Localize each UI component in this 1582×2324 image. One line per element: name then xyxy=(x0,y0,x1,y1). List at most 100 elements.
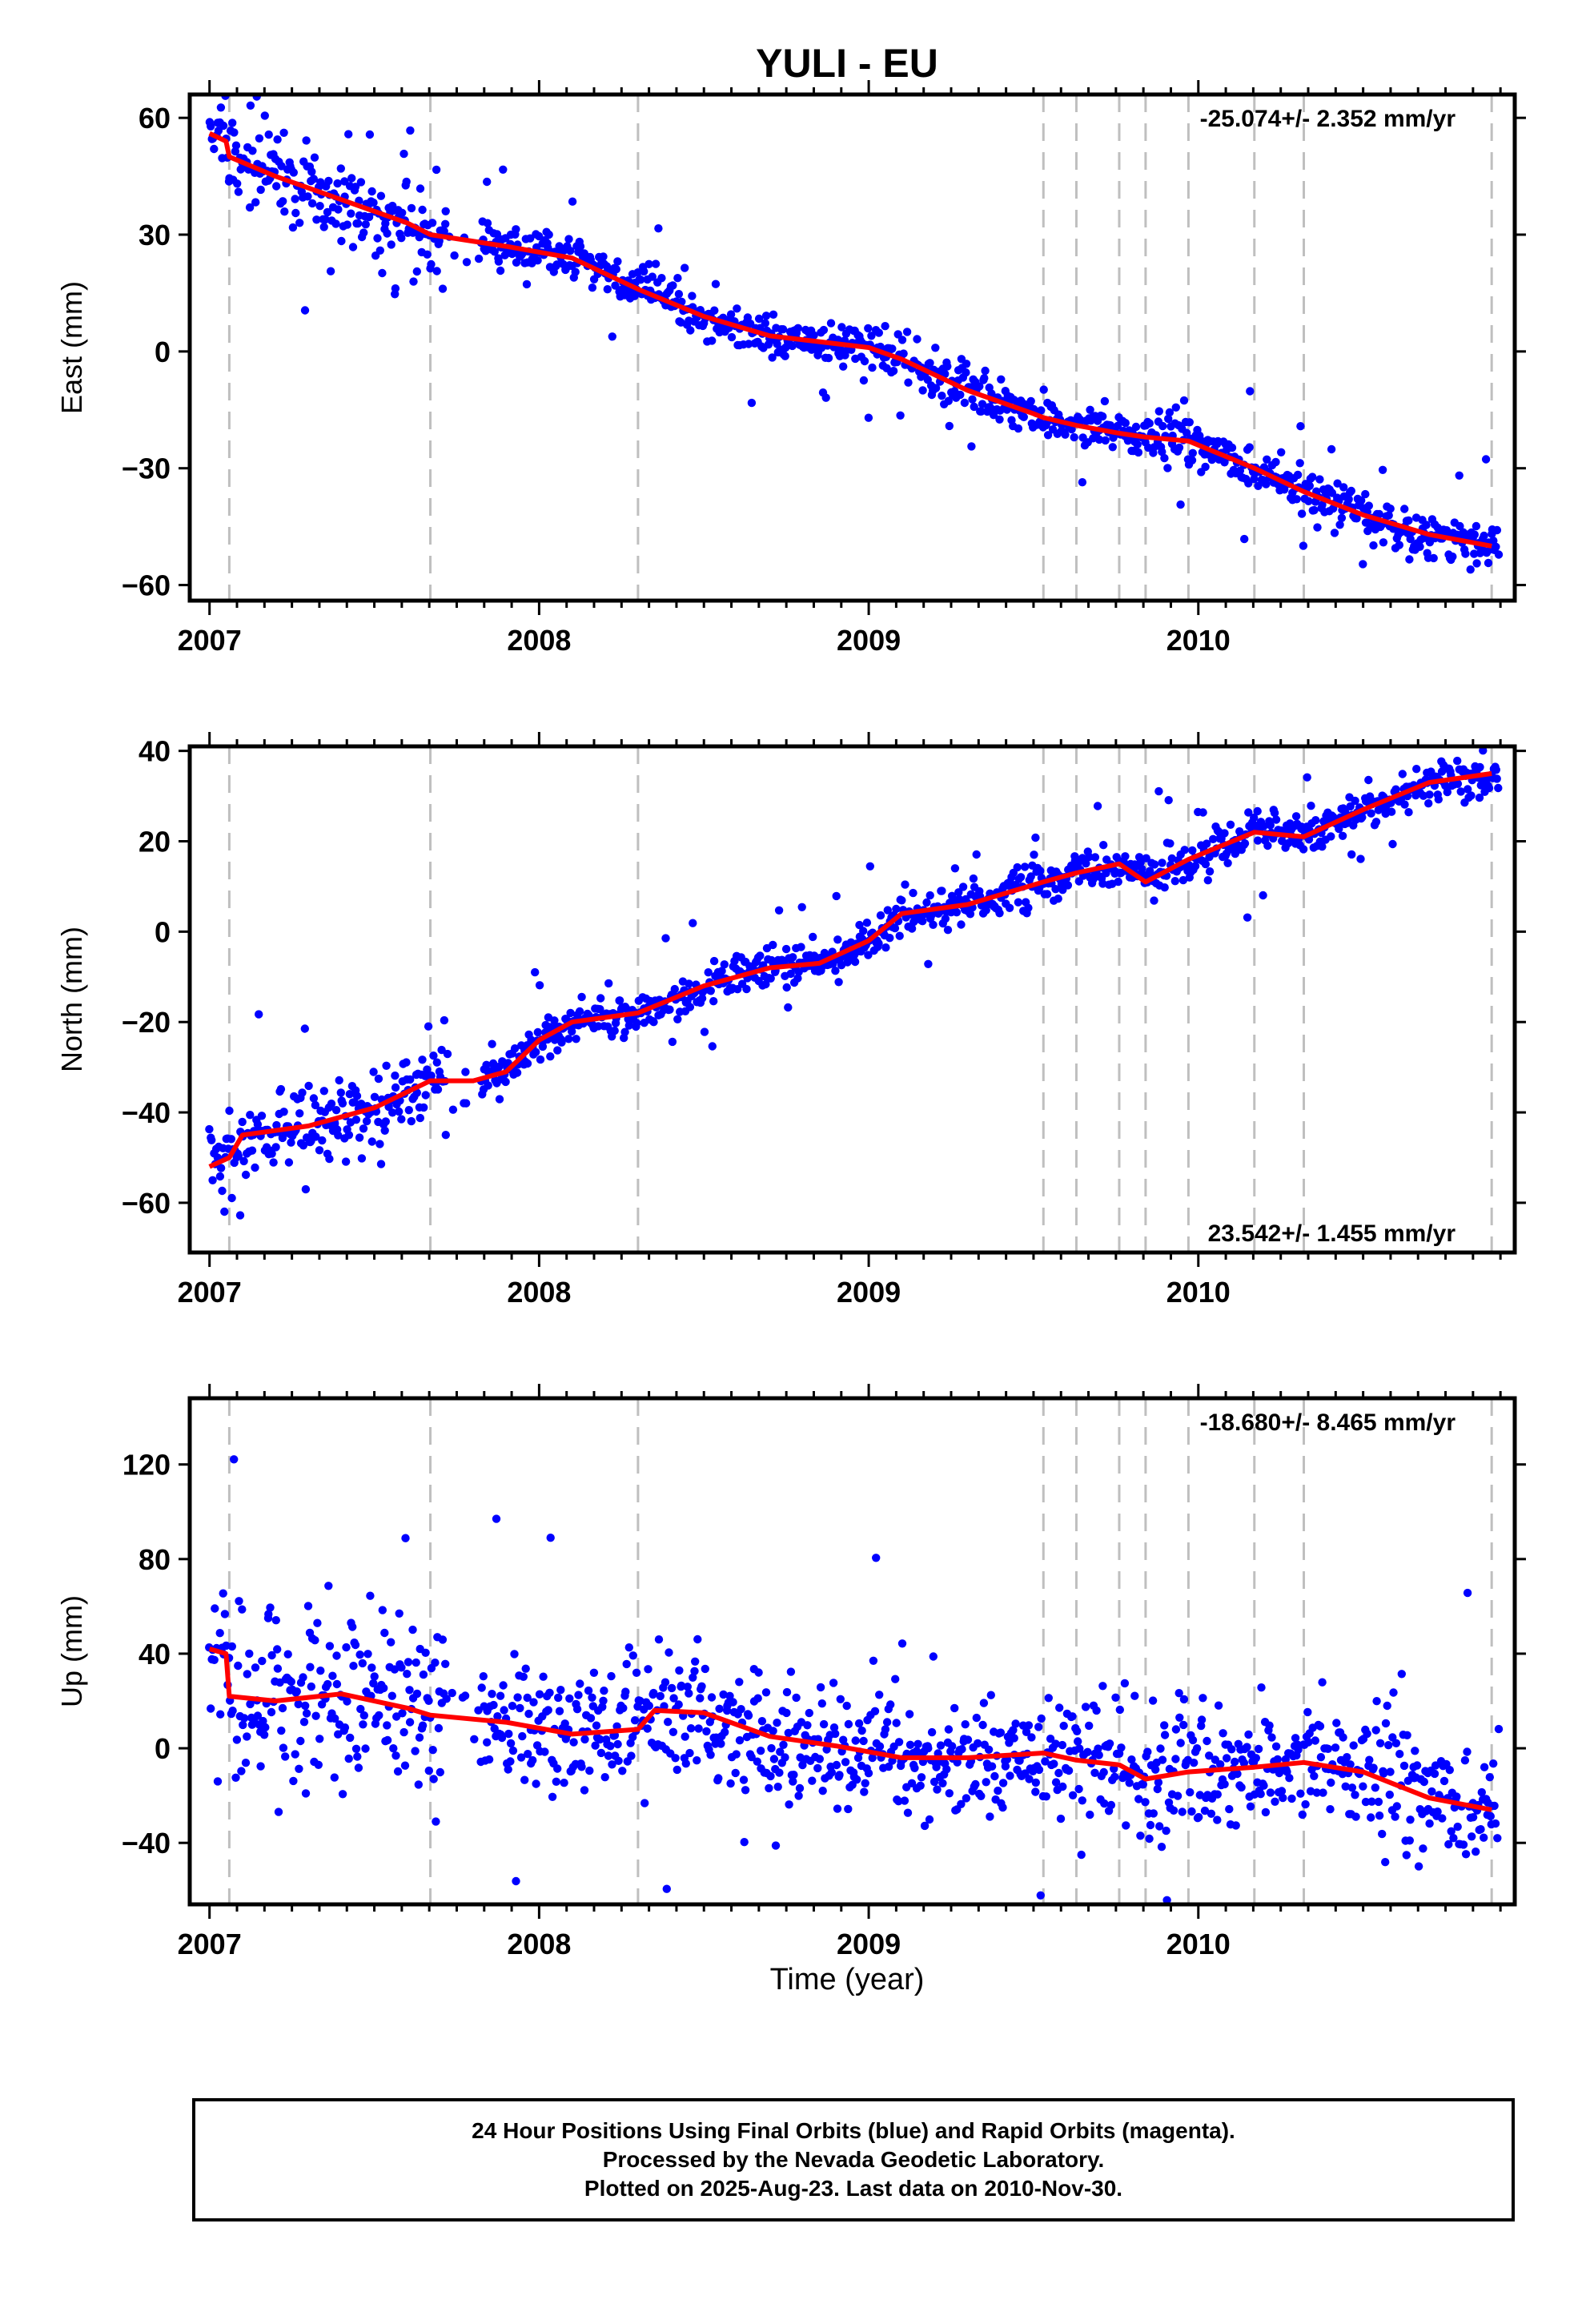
data-point xyxy=(747,1752,756,1762)
data-point xyxy=(234,1152,243,1160)
data-point xyxy=(553,1764,562,1773)
data-point xyxy=(380,1628,389,1638)
data-point xyxy=(1375,1739,1385,1747)
data-point xyxy=(256,1762,265,1771)
data-point xyxy=(1171,1755,1180,1763)
data-point xyxy=(363,1650,372,1659)
data-point xyxy=(715,1704,724,1713)
data-point xyxy=(1293,470,1303,480)
data-point xyxy=(261,1723,270,1732)
data-point xyxy=(419,1670,428,1679)
data-point xyxy=(870,1707,880,1715)
data-point xyxy=(1024,903,1033,912)
data-point xyxy=(499,165,508,174)
data-point xyxy=(918,917,927,926)
data-point xyxy=(280,207,289,216)
data-point xyxy=(1316,1753,1326,1762)
data-point xyxy=(1259,891,1267,900)
data-point xyxy=(1186,1787,1195,1797)
data-point xyxy=(344,1131,354,1140)
data-point xyxy=(1453,1822,1462,1831)
data-point xyxy=(1464,785,1472,794)
data-point xyxy=(1115,1705,1125,1715)
data-point xyxy=(1214,1701,1223,1710)
data-point xyxy=(952,908,962,917)
data-point xyxy=(429,1775,438,1783)
data-point xyxy=(931,384,941,392)
data-point xyxy=(809,331,818,340)
data-point xyxy=(815,1755,824,1763)
data-point xyxy=(874,328,884,337)
y-axis-label: Up (mm) xyxy=(55,1595,88,1707)
data-point xyxy=(1357,496,1366,505)
data-point xyxy=(789,1771,798,1779)
data-point xyxy=(294,1699,303,1709)
data-point xyxy=(324,176,333,186)
data-point xyxy=(632,1668,641,1677)
data-point xyxy=(398,1709,407,1718)
data-point xyxy=(1150,860,1159,869)
x-tick-label: 2007 xyxy=(178,624,242,657)
data-point xyxy=(709,997,718,1006)
data-point xyxy=(1201,462,1210,472)
data-point xyxy=(907,924,917,933)
data-point xyxy=(945,421,954,431)
data-point xyxy=(1014,424,1023,433)
data-point xyxy=(694,1724,703,1733)
panel-north: 40 20 0 −20 −40 −60 2007 2008 2009 2010 North (mm)… xyxy=(55,732,1526,1309)
data-point xyxy=(854,1719,864,1728)
data-point xyxy=(1279,1793,1287,1803)
data-point xyxy=(418,205,427,215)
data-point xyxy=(1034,1765,1044,1775)
data-point xyxy=(836,1695,845,1703)
data-point xyxy=(803,1721,812,1730)
data-point xyxy=(818,1787,827,1795)
data-point xyxy=(689,919,697,927)
data-point xyxy=(273,1645,282,1654)
data-point xyxy=(1158,421,1167,431)
data-point xyxy=(243,1670,251,1679)
data-point xyxy=(1492,525,1502,535)
data-point xyxy=(233,179,242,188)
data-point xyxy=(1195,431,1204,440)
data-point xyxy=(1036,866,1045,875)
model-line xyxy=(208,770,1492,1169)
data-point xyxy=(533,256,542,265)
data-point xyxy=(654,224,663,233)
data-point xyxy=(359,228,368,237)
data-point xyxy=(1200,1806,1210,1815)
rate-label: -18.680+/- 8.465 mm/yr xyxy=(1200,1409,1456,1436)
data-point xyxy=(580,1786,589,1795)
data-point xyxy=(1197,1715,1207,1724)
data-point xyxy=(1163,464,1172,472)
data-point xyxy=(1391,785,1400,794)
data-point xyxy=(1386,1767,1395,1776)
data-point xyxy=(1287,1794,1296,1803)
y-tick-label: 0 xyxy=(155,336,171,368)
data-point xyxy=(1296,1789,1305,1798)
data-point xyxy=(607,1671,616,1681)
data-point xyxy=(957,1799,966,1808)
data-point xyxy=(986,1691,996,1699)
data-point xyxy=(1233,1769,1242,1779)
data-point xyxy=(673,1015,682,1024)
data-point xyxy=(327,1100,336,1108)
data-point xyxy=(440,227,448,235)
data-point xyxy=(1144,443,1153,452)
data-point xyxy=(539,1672,548,1681)
data-point xyxy=(483,219,492,227)
data-point xyxy=(400,1761,410,1770)
data-point xyxy=(1153,1784,1162,1794)
data-point xyxy=(1493,1834,1502,1843)
data-point xyxy=(1085,1721,1094,1731)
data-point xyxy=(984,1745,994,1754)
data-point xyxy=(1154,1778,1163,1787)
data-point xyxy=(1162,1896,1171,1904)
data-point xyxy=(395,1107,404,1116)
data-point xyxy=(1046,1735,1055,1743)
data-point xyxy=(1395,1750,1404,1759)
data-point xyxy=(1050,1759,1058,1768)
data-point xyxy=(630,292,639,300)
data-point xyxy=(1058,1740,1067,1750)
data-point xyxy=(1149,1809,1158,1818)
